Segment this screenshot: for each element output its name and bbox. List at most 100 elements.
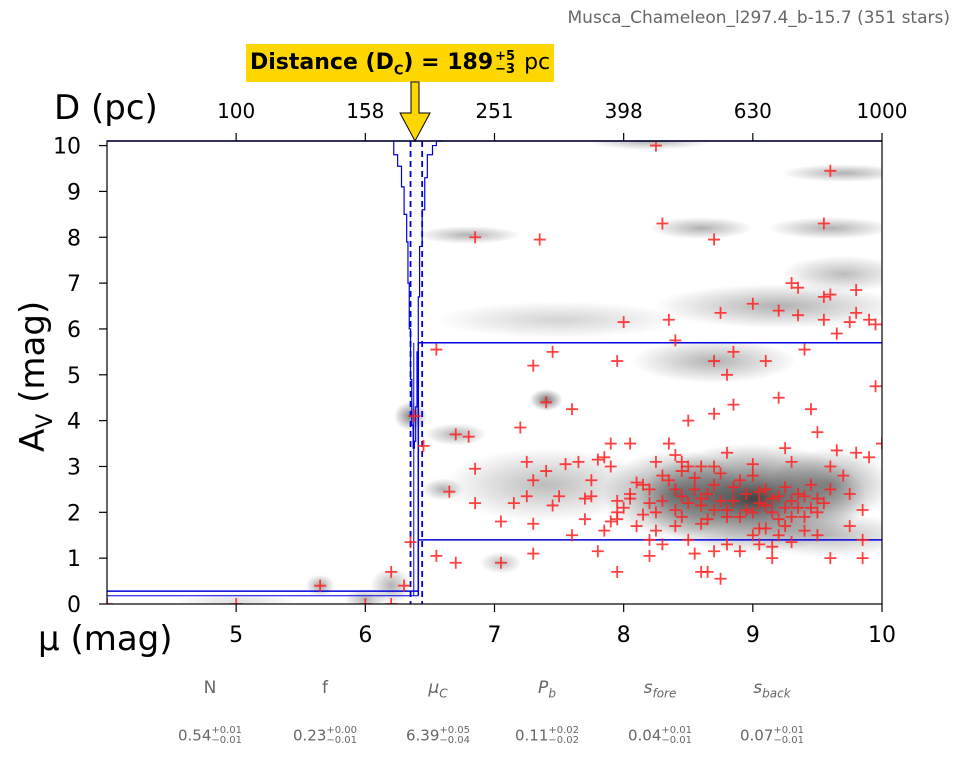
- parameter-errors: +0.01 −0.01: [211, 725, 243, 746]
- star-marker: [772, 490, 785, 503]
- y-tick-label: 0: [67, 593, 81, 618]
- star-marker: [740, 504, 753, 517]
- star-marker: [527, 547, 540, 560]
- star-marker: [494, 515, 507, 528]
- star-marker: [469, 497, 482, 510]
- top-tick-label: 398: [605, 99, 643, 123]
- star-marker: [533, 233, 546, 246]
- star-marker: [404, 536, 417, 549]
- distance-plus: +5: [495, 49, 516, 64]
- star-marker: [759, 483, 772, 496]
- star-marker: [695, 460, 708, 473]
- density-blob: [442, 448, 650, 522]
- star-marker: [779, 520, 792, 533]
- star-marker: [830, 327, 843, 340]
- star-marker: [514, 421, 527, 434]
- star-marker: [469, 231, 482, 244]
- star-marker: [656, 494, 669, 507]
- distance-unit: pc: [524, 50, 551, 75]
- parameter-name: f: [322, 678, 328, 698]
- density-blob: [768, 217, 882, 240]
- star-marker: [572, 455, 585, 468]
- star-marker: [798, 343, 811, 356]
- star-marker: [417, 439, 430, 452]
- star-marker: [817, 217, 830, 230]
- star-marker: [746, 506, 759, 519]
- parameter-column: μC 6.39+0.05 −0.04: [383, 678, 493, 746]
- star-marker: [721, 446, 733, 459]
- star-marker: [662, 474, 675, 487]
- star-marker: [746, 297, 759, 310]
- star-marker: [759, 355, 772, 368]
- star-marker: [824, 483, 837, 496]
- star-marker: [449, 428, 462, 441]
- star-marker: [682, 460, 695, 473]
- parameter-value: 0.11+0.02 −0.02: [514, 725, 580, 746]
- parameter-column: Pb 0.11+0.02 −0.02: [492, 678, 602, 746]
- density-map: [174, 141, 882, 604]
- source-title: Musca_Chameleon_l297.4_b-15.7 (351 stars…: [567, 8, 950, 28]
- star-marker: [721, 510, 733, 523]
- star-marker: [824, 460, 837, 473]
- star-marker: [630, 476, 643, 489]
- star-marker: [598, 524, 611, 537]
- star-marker: [817, 313, 830, 326]
- star-marker: [772, 391, 785, 404]
- star-marker: [714, 467, 727, 480]
- star-marker: [643, 497, 656, 510]
- star-marker: [624, 437, 637, 450]
- star-marker: [449, 556, 462, 569]
- star-marker: [559, 458, 572, 471]
- star-marker: [779, 481, 792, 494]
- star-marker: [714, 572, 727, 585]
- star-marker: [746, 529, 759, 542]
- star-marker: [507, 497, 520, 510]
- star-marker: [617, 501, 630, 514]
- star-marker: [611, 494, 624, 507]
- x-tick-label: 9: [746, 623, 760, 648]
- density-blob: [435, 301, 684, 339]
- density-blob: [417, 226, 521, 244]
- star-marker: [843, 520, 856, 533]
- star-marker: [637, 478, 650, 491]
- star-marker: [604, 515, 617, 528]
- star-marker: [759, 522, 772, 535]
- y-tick-label: 1: [67, 547, 81, 572]
- y-tick-label: 3: [67, 455, 81, 480]
- parameter-name: sback: [753, 678, 791, 701]
- star-marker: [604, 460, 617, 473]
- star-marker: [398, 579, 411, 592]
- star-marker: [811, 506, 824, 519]
- star-marker: [869, 380, 882, 393]
- density-blob: [422, 478, 464, 501]
- parameter-name: sfore: [643, 678, 677, 701]
- star-markers: [107, 141, 882, 604]
- parameter-column: N 0.54+0.01 −0.01: [155, 678, 265, 746]
- star-marker: [701, 513, 714, 526]
- star-marker: [817, 497, 830, 510]
- parameter-errors: +0.02 −0.02: [548, 725, 580, 746]
- star-marker: [798, 490, 811, 503]
- density-blob: [370, 567, 412, 604]
- y-tick-label: 7: [67, 272, 81, 297]
- star-marker: [753, 485, 766, 498]
- star-marker: [669, 334, 682, 347]
- star-marker: [527, 517, 540, 530]
- top-tick-label: 100: [217, 99, 255, 123]
- star-marker: [804, 501, 817, 514]
- parameter-name: N: [203, 678, 217, 698]
- star-marker: [766, 506, 779, 519]
- star-marker: [804, 478, 817, 491]
- star-marker: [443, 485, 456, 498]
- star-marker: [649, 524, 662, 537]
- star-marker: [656, 469, 669, 482]
- y-tick-label: 9: [67, 180, 81, 205]
- star-marker: [733, 545, 746, 558]
- distance-label-sub: C: [393, 63, 404, 79]
- star-marker: [598, 451, 611, 464]
- star-marker: [643, 483, 656, 496]
- star-marker: [727, 345, 740, 358]
- star-marker: [469, 462, 482, 475]
- y-tick-label: 10: [53, 135, 81, 160]
- star-marker: [359, 598, 372, 604]
